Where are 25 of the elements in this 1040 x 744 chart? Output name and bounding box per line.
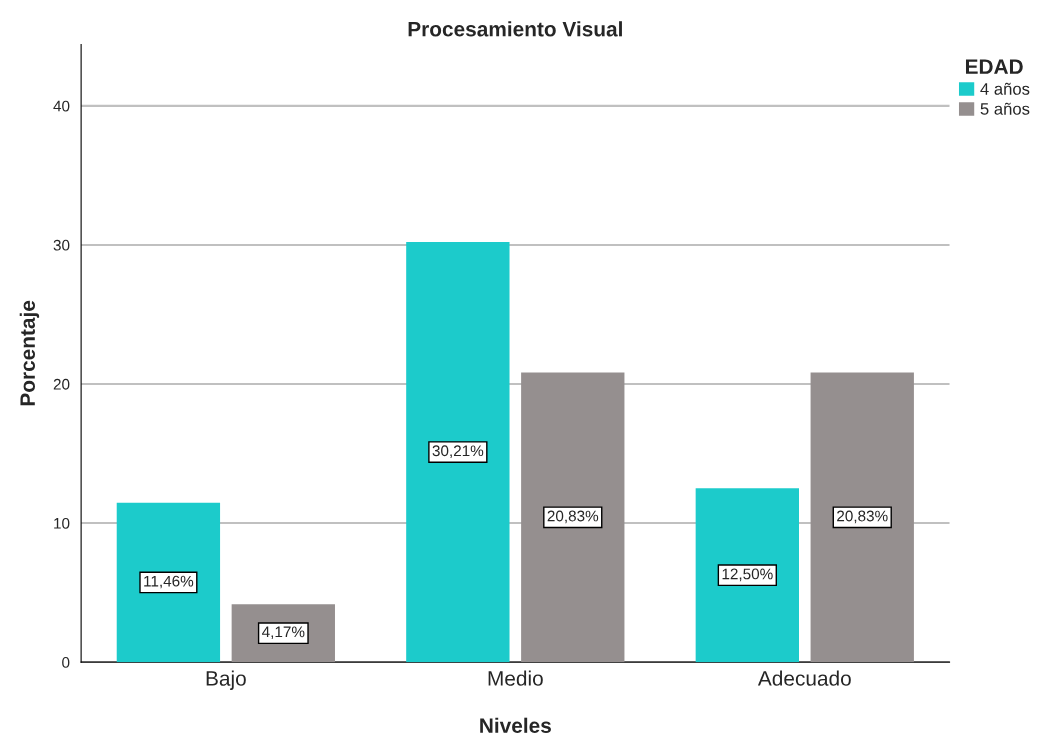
data-label: 20,83% [547, 510, 599, 524]
y-tick-label: 30 [53, 239, 70, 251]
bar [695, 488, 799, 663]
x-tick-label: Medio [488, 670, 543, 686]
legend-title: EDAD [965, 59, 1023, 74]
bar [521, 372, 625, 663]
chart-title: Procesamiento Visual [408, 21, 622, 37]
x-tick-label: Adecuado [757, 670, 851, 686]
data-label: 30,21% [432, 445, 484, 458]
x-axis-title: Niveles [480, 717, 551, 733]
bar [406, 242, 510, 663]
data-label: 4,17% [262, 626, 305, 640]
data-label: 20,83% [837, 510, 888, 524]
y-tick-label: 20 [53, 378, 70, 390]
y-tick-label: 40 [53, 100, 70, 112]
legend-label: 5 años [980, 102, 1030, 115]
y-tick-label: 0 [62, 657, 70, 668]
x-tick-label: Bajo [206, 670, 246, 690]
data-label: 12,50% [722, 568, 773, 582]
data-label: 11,46% [144, 575, 194, 589]
y-axis-title: Porcentaje [19, 300, 40, 406]
bar [116, 502, 221, 663]
legend-label: 4 años [980, 82, 1030, 95]
bar [810, 372, 914, 663]
y-tick-label: 10 [54, 517, 70, 529]
